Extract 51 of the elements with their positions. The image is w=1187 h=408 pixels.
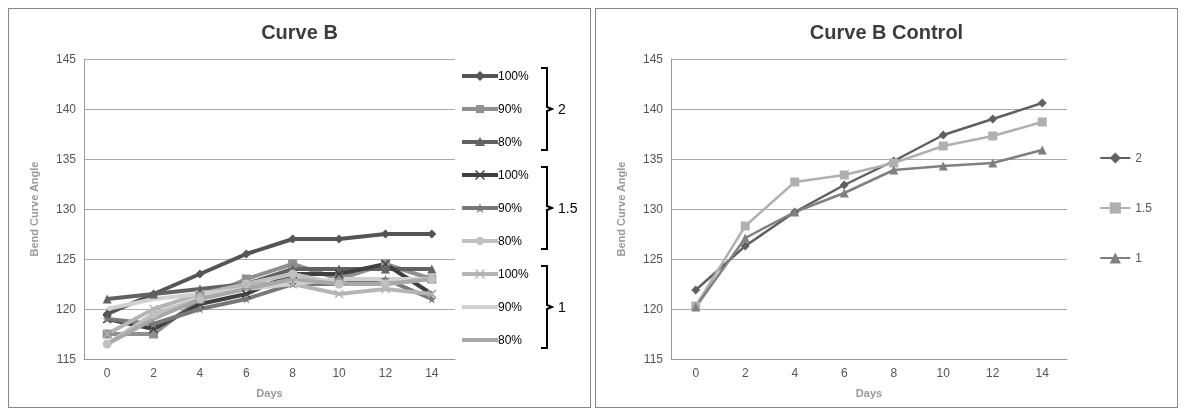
legend-label: 90%	[498, 102, 523, 116]
y-tick-label: 145	[642, 52, 664, 66]
y-tick-label: 130	[642, 202, 664, 216]
y-axis-title: Bend Curve Angle	[27, 161, 40, 257]
chart-title: Curve B Control	[809, 21, 964, 43]
x-tick-label: 8	[890, 366, 898, 380]
x-tick-label: 0	[692, 366, 700, 380]
y-tick-label: 115	[56, 352, 77, 366]
x-tick-label: 14	[1035, 366, 1050, 380]
y-tick-label: 115	[643, 352, 664, 366]
legend-label: 1	[1135, 251, 1143, 265]
x-tick-label: 8	[289, 366, 297, 380]
x-tick-label: 12	[986, 366, 1000, 380]
y-tick-label: 140	[642, 102, 664, 116]
x-tick-label: 12	[378, 366, 393, 380]
y-tick-label: 120	[55, 302, 77, 316]
text: 1	[558, 299, 566, 315]
legend-label: 100%	[498, 168, 529, 182]
text: 1.5	[558, 200, 578, 216]
legend-label: 90%	[498, 300, 523, 314]
legend-label: 100%	[498, 69, 529, 83]
x-tick-label: 14	[425, 366, 439, 380]
legend-label: 80%	[498, 135, 523, 149]
chart-title: Curve B	[261, 21, 338, 43]
x-tick-label: 2	[741, 366, 749, 380]
x-tick-label: 4	[196, 366, 204, 380]
y-tick-label: 135	[55, 152, 77, 166]
legend-label: 2	[1135, 151, 1143, 165]
x-tick-label: 6	[840, 366, 848, 380]
legend-label: 80%	[498, 234, 523, 248]
legend-label: 1.5	[1135, 201, 1153, 215]
x-tick-label: 10	[332, 366, 347, 380]
legend-label: 90%	[498, 201, 523, 215]
y-tick-label: 125	[642, 252, 664, 266]
legend-label: 100%	[498, 267, 529, 281]
x-tick-label: 0	[103, 366, 111, 380]
y-tick-label: 120	[642, 302, 664, 316]
x-axis-title: Days	[256, 386, 283, 399]
y-tick-label: 140	[55, 102, 77, 116]
y-tick-label: 145	[55, 52, 77, 66]
y-tick-label: 130	[55, 202, 77, 216]
x-tick-label: 10	[936, 366, 951, 380]
x-tick-label: 2	[150, 366, 158, 380]
legend-label: 80%	[498, 333, 523, 347]
y-tick-label: 125	[55, 252, 77, 266]
y-axis-title: Bend Curve Angle	[614, 161, 627, 257]
x-tick-label: 4	[791, 366, 799, 380]
text: 2	[558, 101, 566, 117]
x-axis-title: Days	[855, 386, 883, 399]
x-tick-label: 6	[242, 366, 250, 380]
y-tick-label: 135	[642, 152, 664, 166]
